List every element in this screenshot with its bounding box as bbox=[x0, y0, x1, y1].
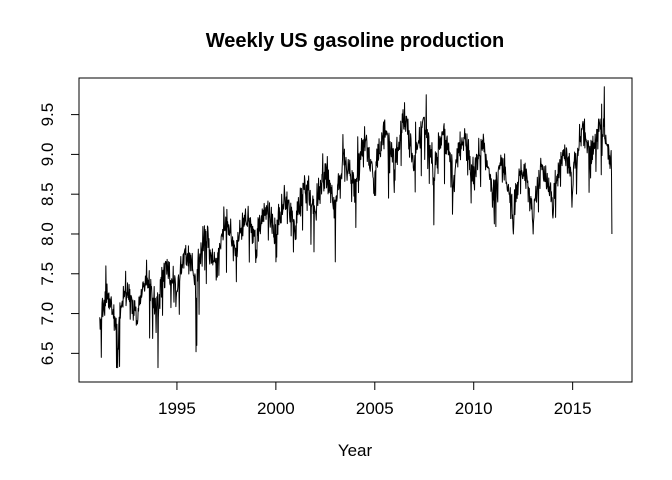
x-tick-label: 2000 bbox=[257, 399, 295, 418]
plot-box bbox=[78, 77, 633, 383]
gasoline-series-line bbox=[99, 86, 613, 369]
y-tick-label: 6.5 bbox=[38, 342, 57, 366]
x-tick-label: 1995 bbox=[158, 399, 196, 418]
axes-layer: 1995 2000 2005 2010 2015 6.5 7.0 7.5 8.0 8.5 9.0 9.… bbox=[38, 77, 633, 418]
x-tick-label: 2005 bbox=[356, 399, 394, 418]
y-tick-label: 9.0 bbox=[38, 143, 57, 167]
chart-title: Weekly US gasoline production bbox=[206, 30, 505, 52]
y-tick-label: 7.5 bbox=[38, 262, 57, 286]
series-layer bbox=[99, 86, 613, 369]
y-tick-label: 9.5 bbox=[38, 103, 57, 127]
x-tick-label: 2010 bbox=[455, 399, 493, 418]
x-axis-title: Year bbox=[338, 441, 373, 460]
y-tick-label: 8.0 bbox=[38, 222, 57, 246]
y-tick-label: 7.0 bbox=[38, 302, 57, 326]
x-tick-label: 2015 bbox=[554, 399, 592, 418]
y-tick-label: 8.5 bbox=[38, 182, 57, 206]
